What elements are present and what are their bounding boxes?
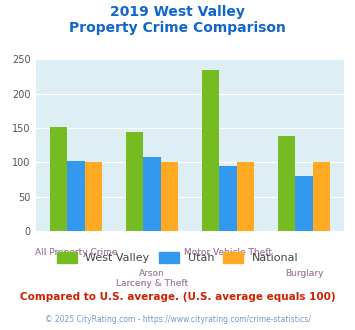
Text: 2019 West Valley: 2019 West Valley <box>110 5 245 19</box>
Legend: West Valley, Utah, National: West Valley, Utah, National <box>53 249 302 267</box>
Text: Burglary: Burglary <box>285 269 323 278</box>
Bar <box>237 162 254 231</box>
Bar <box>219 166 237 231</box>
Text: All Property Crime: All Property Crime <box>34 248 117 257</box>
Bar <box>313 162 330 231</box>
Bar <box>295 176 313 231</box>
Text: Burglary: Burglary <box>285 269 323 278</box>
Text: Motor Vehicle Theft: Motor Vehicle Theft <box>184 248 272 257</box>
Text: © 2025 CityRating.com - https://www.cityrating.com/crime-statistics/: © 2025 CityRating.com - https://www.city… <box>45 315 310 324</box>
Bar <box>84 162 102 231</box>
Text: Motor Vehicle Theft: Motor Vehicle Theft <box>184 248 272 257</box>
Bar <box>143 157 160 231</box>
Bar <box>126 132 143 231</box>
Bar <box>160 162 178 231</box>
Text: Property Crime Comparison: Property Crime Comparison <box>69 21 286 35</box>
Text: All Property Crime: All Property Crime <box>34 248 117 257</box>
Bar <box>50 127 67 231</box>
Bar <box>278 136 295 231</box>
Text: Compared to U.S. average. (U.S. average equals 100): Compared to U.S. average. (U.S. average … <box>20 292 335 302</box>
Text: Arson
Larceny & Theft: Arson Larceny & Theft <box>116 269 188 288</box>
Text: Arson
Larceny & Theft: Arson Larceny & Theft <box>116 269 188 288</box>
Bar <box>67 161 84 231</box>
Bar <box>202 70 219 231</box>
